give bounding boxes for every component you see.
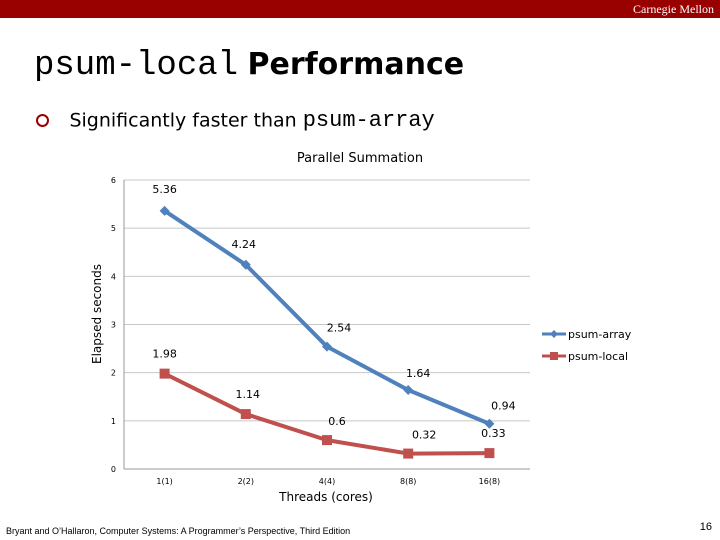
y-tick-label: 3 xyxy=(111,321,116,330)
data-label: 4.24 xyxy=(232,238,257,251)
data-label: 0.94 xyxy=(491,400,516,413)
bullet-code: psum-array xyxy=(302,108,435,133)
x-axis-title: Threads (cores) xyxy=(278,490,373,504)
x-tick-label: 8(8) xyxy=(400,477,416,486)
data-point-psum-array xyxy=(484,418,495,429)
x-tick-label: 16(8) xyxy=(479,477,501,486)
data-label: 1.64 xyxy=(406,367,431,380)
data-point-psum-array xyxy=(240,259,251,270)
footer-citation: Bryant and O’Hallaron, Computer Systems:… xyxy=(6,526,351,536)
bullet-text: Significantly faster than xyxy=(69,109,303,132)
data-point-psum-array xyxy=(322,341,332,352)
data-label: 0.6 xyxy=(328,415,346,428)
data-point-psum-local xyxy=(159,368,170,379)
data-label: 0.33 xyxy=(481,427,506,440)
x-tick-label: 4(4) xyxy=(319,477,335,486)
data-point-psum-local xyxy=(403,448,414,459)
data-point-psum-local xyxy=(322,435,332,446)
data-label: 0.32 xyxy=(412,429,437,442)
header-bar: Carnegie Mellon xyxy=(0,0,720,18)
y-tick-label: 4 xyxy=(111,272,116,281)
title-code: psum-local xyxy=(34,47,239,85)
legend-label: psum-local xyxy=(568,350,628,363)
x-tick-label: 1(1) xyxy=(156,477,172,486)
y-tick-label: 0 xyxy=(111,465,116,474)
legend-label: psum-array xyxy=(568,328,632,341)
data-label: 5.36 xyxy=(152,183,177,196)
y-tick-label: 6 xyxy=(111,176,116,185)
legend-marker xyxy=(550,352,558,360)
data-label: 1.14 xyxy=(236,388,261,401)
y-tick-label: 1 xyxy=(111,417,116,426)
data-point-psum-local xyxy=(240,409,251,420)
chart-title: Parallel Summation xyxy=(297,151,423,166)
y-tick-label: 5 xyxy=(111,224,116,233)
ring-bullet-icon xyxy=(36,114,49,127)
title-text: Performance xyxy=(247,47,465,82)
y-tick-label: 2 xyxy=(111,369,116,378)
y-axis-title: Elapsed seconds xyxy=(90,264,104,364)
data-point-psum-array xyxy=(159,205,170,216)
data-label: 2.54 xyxy=(327,322,352,335)
data-point-psum-array xyxy=(403,385,414,396)
data-point-psum-local xyxy=(484,448,495,459)
series-line-psum-array xyxy=(163,209,491,426)
slide-title: psum-local Performance xyxy=(34,44,464,85)
legend-marker xyxy=(550,330,558,338)
brand-name: Carnegie Mellon xyxy=(633,2,714,16)
data-label: 1.98 xyxy=(152,348,177,361)
x-tick-label: 2(2) xyxy=(238,477,254,486)
page-number: 16 xyxy=(699,521,712,533)
bullet-item: Significantly faster than psum-array xyxy=(36,108,435,133)
